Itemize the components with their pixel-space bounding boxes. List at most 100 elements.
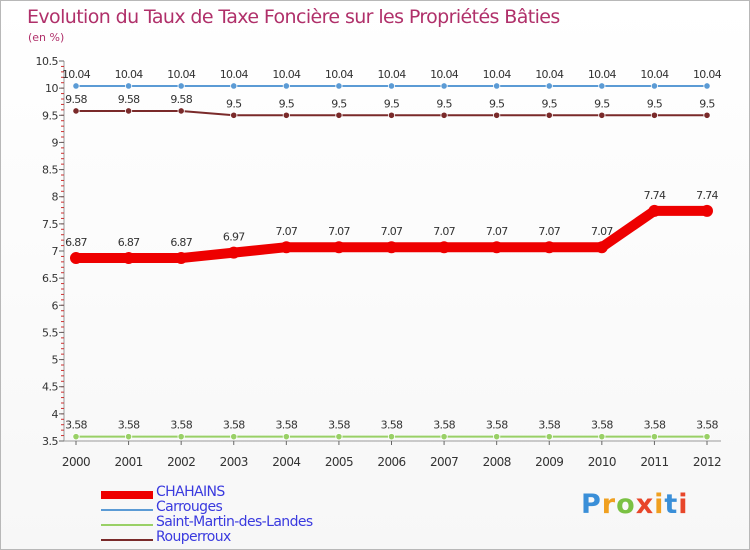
data-label-rouperroux: 9.5 xyxy=(647,97,663,110)
data-label-carrouges: 10.04 xyxy=(483,68,512,81)
legend-item: Carrouges xyxy=(101,499,361,517)
data-label-rouperroux: 9.5 xyxy=(489,97,505,110)
data-label-carrouges: 10.04 xyxy=(535,68,564,81)
x-tick-label: 2011 xyxy=(640,455,668,469)
data-point-chahains xyxy=(175,252,188,265)
x-tick-label: 2002 xyxy=(167,455,195,469)
data-point-carrouges xyxy=(177,82,185,90)
data-label-rouperroux: 9.58 xyxy=(118,93,140,106)
data-label-chahains: 7.07 xyxy=(486,225,508,238)
data-label-carrouges: 10.04 xyxy=(378,68,407,81)
x-tick-label: 2004 xyxy=(272,455,300,469)
y-tick-label: 9 xyxy=(52,136,59,149)
y-tick-label: 7.5 xyxy=(42,218,58,231)
legend-item: CHAHAINS xyxy=(101,484,361,502)
data-point-chahains xyxy=(122,252,135,265)
y-tick-label: 6 xyxy=(52,299,59,312)
data-label-saint-martin-des-landes: 3.58 xyxy=(170,419,192,432)
data-label-chahains: 6.97 xyxy=(223,231,245,244)
data-point-saint-martin-des-landes xyxy=(440,433,448,441)
legend-label: Saint-Martin-des-Landes xyxy=(156,514,313,530)
data-label-chahains: 7.07 xyxy=(433,225,455,238)
data-point-saint-martin-des-landes xyxy=(124,433,133,441)
data-label-carrouges: 10.04 xyxy=(325,68,354,81)
data-label-rouperroux: 9.5 xyxy=(226,97,242,110)
data-point-carrouges xyxy=(230,82,238,90)
data-label-rouperroux: 9.5 xyxy=(542,97,558,110)
data-point-chahains xyxy=(701,204,713,217)
data-point-saint-martin-des-landes xyxy=(230,433,238,441)
x-tick-label: 2006 xyxy=(377,455,405,469)
data-point-rouperroux xyxy=(650,111,659,119)
unit-label: (en %) xyxy=(28,31,65,44)
data-point-saint-martin-des-landes xyxy=(387,433,396,441)
legend-item: Rouperroux xyxy=(101,529,361,547)
y-tick-label: 8 xyxy=(52,191,59,204)
data-point-rouperroux xyxy=(545,111,553,119)
data-label-saint-martin-des-landes: 3.58 xyxy=(644,419,666,432)
data-point-saint-martin-des-landes xyxy=(335,433,343,441)
data-point-rouperroux xyxy=(335,111,343,119)
data-point-rouperroux xyxy=(440,111,448,119)
data-point-carrouges xyxy=(545,82,553,90)
data-point-chahains xyxy=(70,252,82,265)
data-point-saint-martin-des-landes xyxy=(72,433,80,441)
data-label-chahains: 7.07 xyxy=(275,225,297,238)
data-label-saint-martin-des-landes: 3.58 xyxy=(433,419,455,432)
data-point-carrouges xyxy=(335,82,343,90)
data-point-carrouges xyxy=(282,82,290,90)
y-tick-label: 10.5 xyxy=(36,55,59,68)
data-label-carrouges: 10.04 xyxy=(588,68,617,81)
data-point-rouperroux xyxy=(282,111,290,119)
y-tick-label: 8.5 xyxy=(42,164,58,177)
data-point-saint-martin-des-landes xyxy=(177,433,185,441)
data-label-saint-martin-des-landes: 3.58 xyxy=(381,419,403,432)
data-point-chahains xyxy=(280,241,293,254)
data-point-saint-martin-des-landes xyxy=(650,433,659,441)
y-tick-label: 6.5 xyxy=(42,272,58,285)
data-label-chahains: 6.87 xyxy=(65,236,87,249)
data-point-carrouges xyxy=(493,82,501,90)
legend-swatch xyxy=(101,524,153,526)
data-label-saint-martin-des-landes: 3.58 xyxy=(223,419,245,432)
x-tick-label: 2005 xyxy=(325,455,353,469)
data-point-rouperroux xyxy=(230,111,238,119)
data-label-chahains: 6.87 xyxy=(118,236,140,249)
x-tick-label: 2008 xyxy=(483,455,511,469)
y-tick-label: 7 xyxy=(52,245,59,258)
data-point-carrouges xyxy=(598,82,606,90)
legend-swatch xyxy=(101,509,153,511)
data-label-saint-martin-des-landes: 3.58 xyxy=(118,419,140,432)
data-label-carrouges: 10.04 xyxy=(115,68,144,81)
logo-letter: P xyxy=(581,489,602,520)
logo-letter: x xyxy=(635,489,655,520)
y-tick-label: 4.5 xyxy=(42,381,58,394)
data-point-rouperroux xyxy=(598,111,606,119)
data-point-rouperroux xyxy=(177,107,185,115)
data-point-saint-martin-des-landes xyxy=(545,433,553,441)
data-point-saint-martin-des-landes xyxy=(703,433,711,441)
data-label-chahains: 7.07 xyxy=(381,225,403,238)
data-label-rouperroux: 9.5 xyxy=(594,97,610,110)
data-point-chahains xyxy=(385,241,398,254)
x-tick-label: 2001 xyxy=(115,455,143,469)
y-tick-label: 5 xyxy=(52,354,59,367)
data-point-carrouges xyxy=(650,82,659,90)
data-point-rouperroux xyxy=(387,111,396,119)
legend-label: CHAHAINS xyxy=(156,484,225,500)
data-label-rouperroux: 9.5 xyxy=(384,97,400,110)
data-point-chahains xyxy=(595,241,608,254)
data-label-saint-martin-des-landes: 3.58 xyxy=(275,419,297,432)
x-tick-label: 2009 xyxy=(535,455,563,469)
x-tick-label: 2010 xyxy=(588,455,616,469)
y-tick-label: 4 xyxy=(52,408,59,421)
data-label-saint-martin-des-landes: 3.58 xyxy=(328,419,350,432)
data-point-carrouges xyxy=(72,82,80,90)
data-label-chahains: 6.87 xyxy=(170,236,192,249)
logo-letter: t xyxy=(664,489,679,520)
legend-swatch xyxy=(101,491,153,499)
data-label-chahains: 7.74 xyxy=(644,189,666,202)
y-tick-label: 5.5 xyxy=(42,326,58,339)
